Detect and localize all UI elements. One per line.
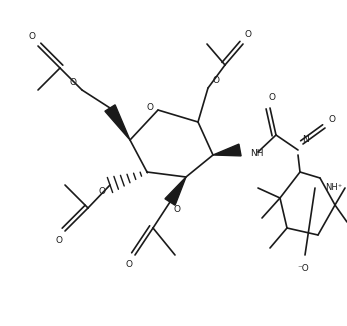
Polygon shape bbox=[105, 105, 130, 140]
Text: O: O bbox=[213, 76, 220, 85]
Text: O: O bbox=[329, 115, 336, 124]
Text: O: O bbox=[29, 32, 36, 41]
Text: N: N bbox=[302, 135, 309, 144]
Text: O: O bbox=[245, 30, 252, 39]
Text: O: O bbox=[126, 260, 133, 269]
Text: ⁻O: ⁻O bbox=[297, 264, 309, 273]
Polygon shape bbox=[213, 144, 241, 156]
Text: NH: NH bbox=[250, 149, 263, 157]
Text: O: O bbox=[99, 187, 106, 196]
Text: O: O bbox=[70, 78, 77, 87]
Text: O: O bbox=[56, 236, 63, 245]
Polygon shape bbox=[165, 177, 186, 205]
Text: NH⁺: NH⁺ bbox=[325, 183, 342, 192]
Text: O: O bbox=[269, 93, 276, 102]
Text: O: O bbox=[146, 103, 153, 112]
Text: O: O bbox=[174, 205, 181, 214]
